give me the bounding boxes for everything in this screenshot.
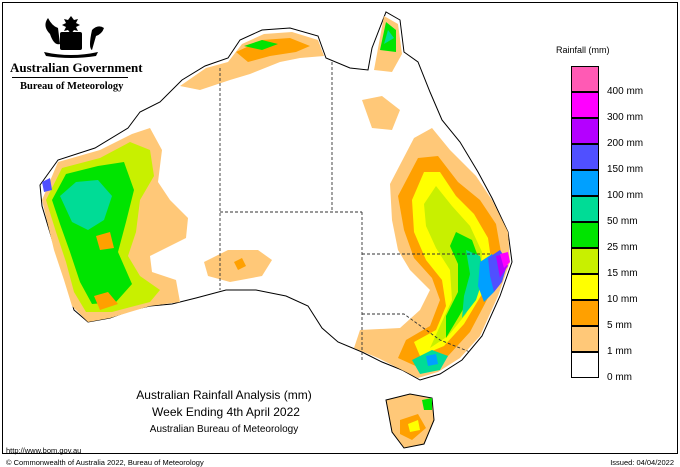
east-50mm-region — [462, 250, 484, 318]
issued-date: Issued: 04/04/2022 — [610, 458, 674, 467]
legend-label: 10 mm — [607, 294, 638, 305]
vic-100mm-patch — [426, 354, 438, 366]
cape-york-50mm — [384, 30, 394, 44]
bureau-title: Bureau of Meteorology — [20, 81, 124, 92]
gulf-1mm — [362, 96, 400, 130]
legend-label: 0 mm — [607, 372, 632, 383]
legend-swatch — [571, 66, 599, 92]
copyright-text: © Commonwealth of Australia 2022, Bureau… — [6, 458, 204, 467]
central-5mm-patch — [234, 258, 246, 270]
legend-title: Rainfall (mm) — [556, 45, 610, 55]
tas-50mm — [422, 398, 432, 410]
legend-swatch — [571, 274, 599, 300]
legend-label: 150 mm — [607, 164, 644, 175]
legend-label: 5 mm — [607, 320, 632, 331]
government-title: Australian Government — [10, 60, 143, 75]
website-url[interactable]: http://www.bom.gov.au — [6, 446, 82, 455]
legend-label: 300 mm — [607, 112, 644, 123]
map-title-line1: Australian Rainfall Analysis (mm) — [136, 388, 311, 402]
legend-swatch — [571, 300, 599, 326]
legend-swatch — [571, 222, 599, 248]
legend-swatch — [571, 118, 599, 144]
legend-swatch — [571, 196, 599, 222]
legend-swatch — [571, 248, 599, 274]
legend-label: 15 mm — [607, 268, 638, 279]
legend-label: 25 mm — [607, 242, 638, 253]
wa-coast-150mm — [42, 178, 52, 192]
map-title-line3: Australian Bureau of Meteorology — [150, 424, 298, 435]
legend-swatch — [571, 326, 599, 352]
legend-swatch — [571, 170, 599, 196]
legend-swatch — [571, 92, 599, 118]
east-400mm-coast — [500, 252, 510, 268]
legend-swatch — [571, 144, 599, 170]
legend-label: 1 mm — [607, 346, 632, 357]
header-divider — [12, 77, 128, 78]
wa-10mm-patch-2 — [96, 232, 114, 250]
map-title-line2: Week Ending 4th April 2022 — [152, 405, 300, 419]
top-end-25mm — [244, 40, 278, 50]
legend-swatch — [571, 352, 599, 378]
legend-label: 50 mm — [607, 216, 638, 227]
legend-label: 200 mm — [607, 138, 644, 149]
wa-10mm-patch — [94, 292, 118, 310]
state-borders — [219, 62, 490, 360]
legend-label: 100 mm — [607, 190, 644, 201]
map-frame — [2, 2, 678, 454]
wa-50mm-region — [60, 180, 112, 230]
tas-15mm — [408, 420, 420, 432]
coat-of-arms-logo — [10, 12, 132, 63]
legend-label: 400 mm — [607, 86, 644, 97]
